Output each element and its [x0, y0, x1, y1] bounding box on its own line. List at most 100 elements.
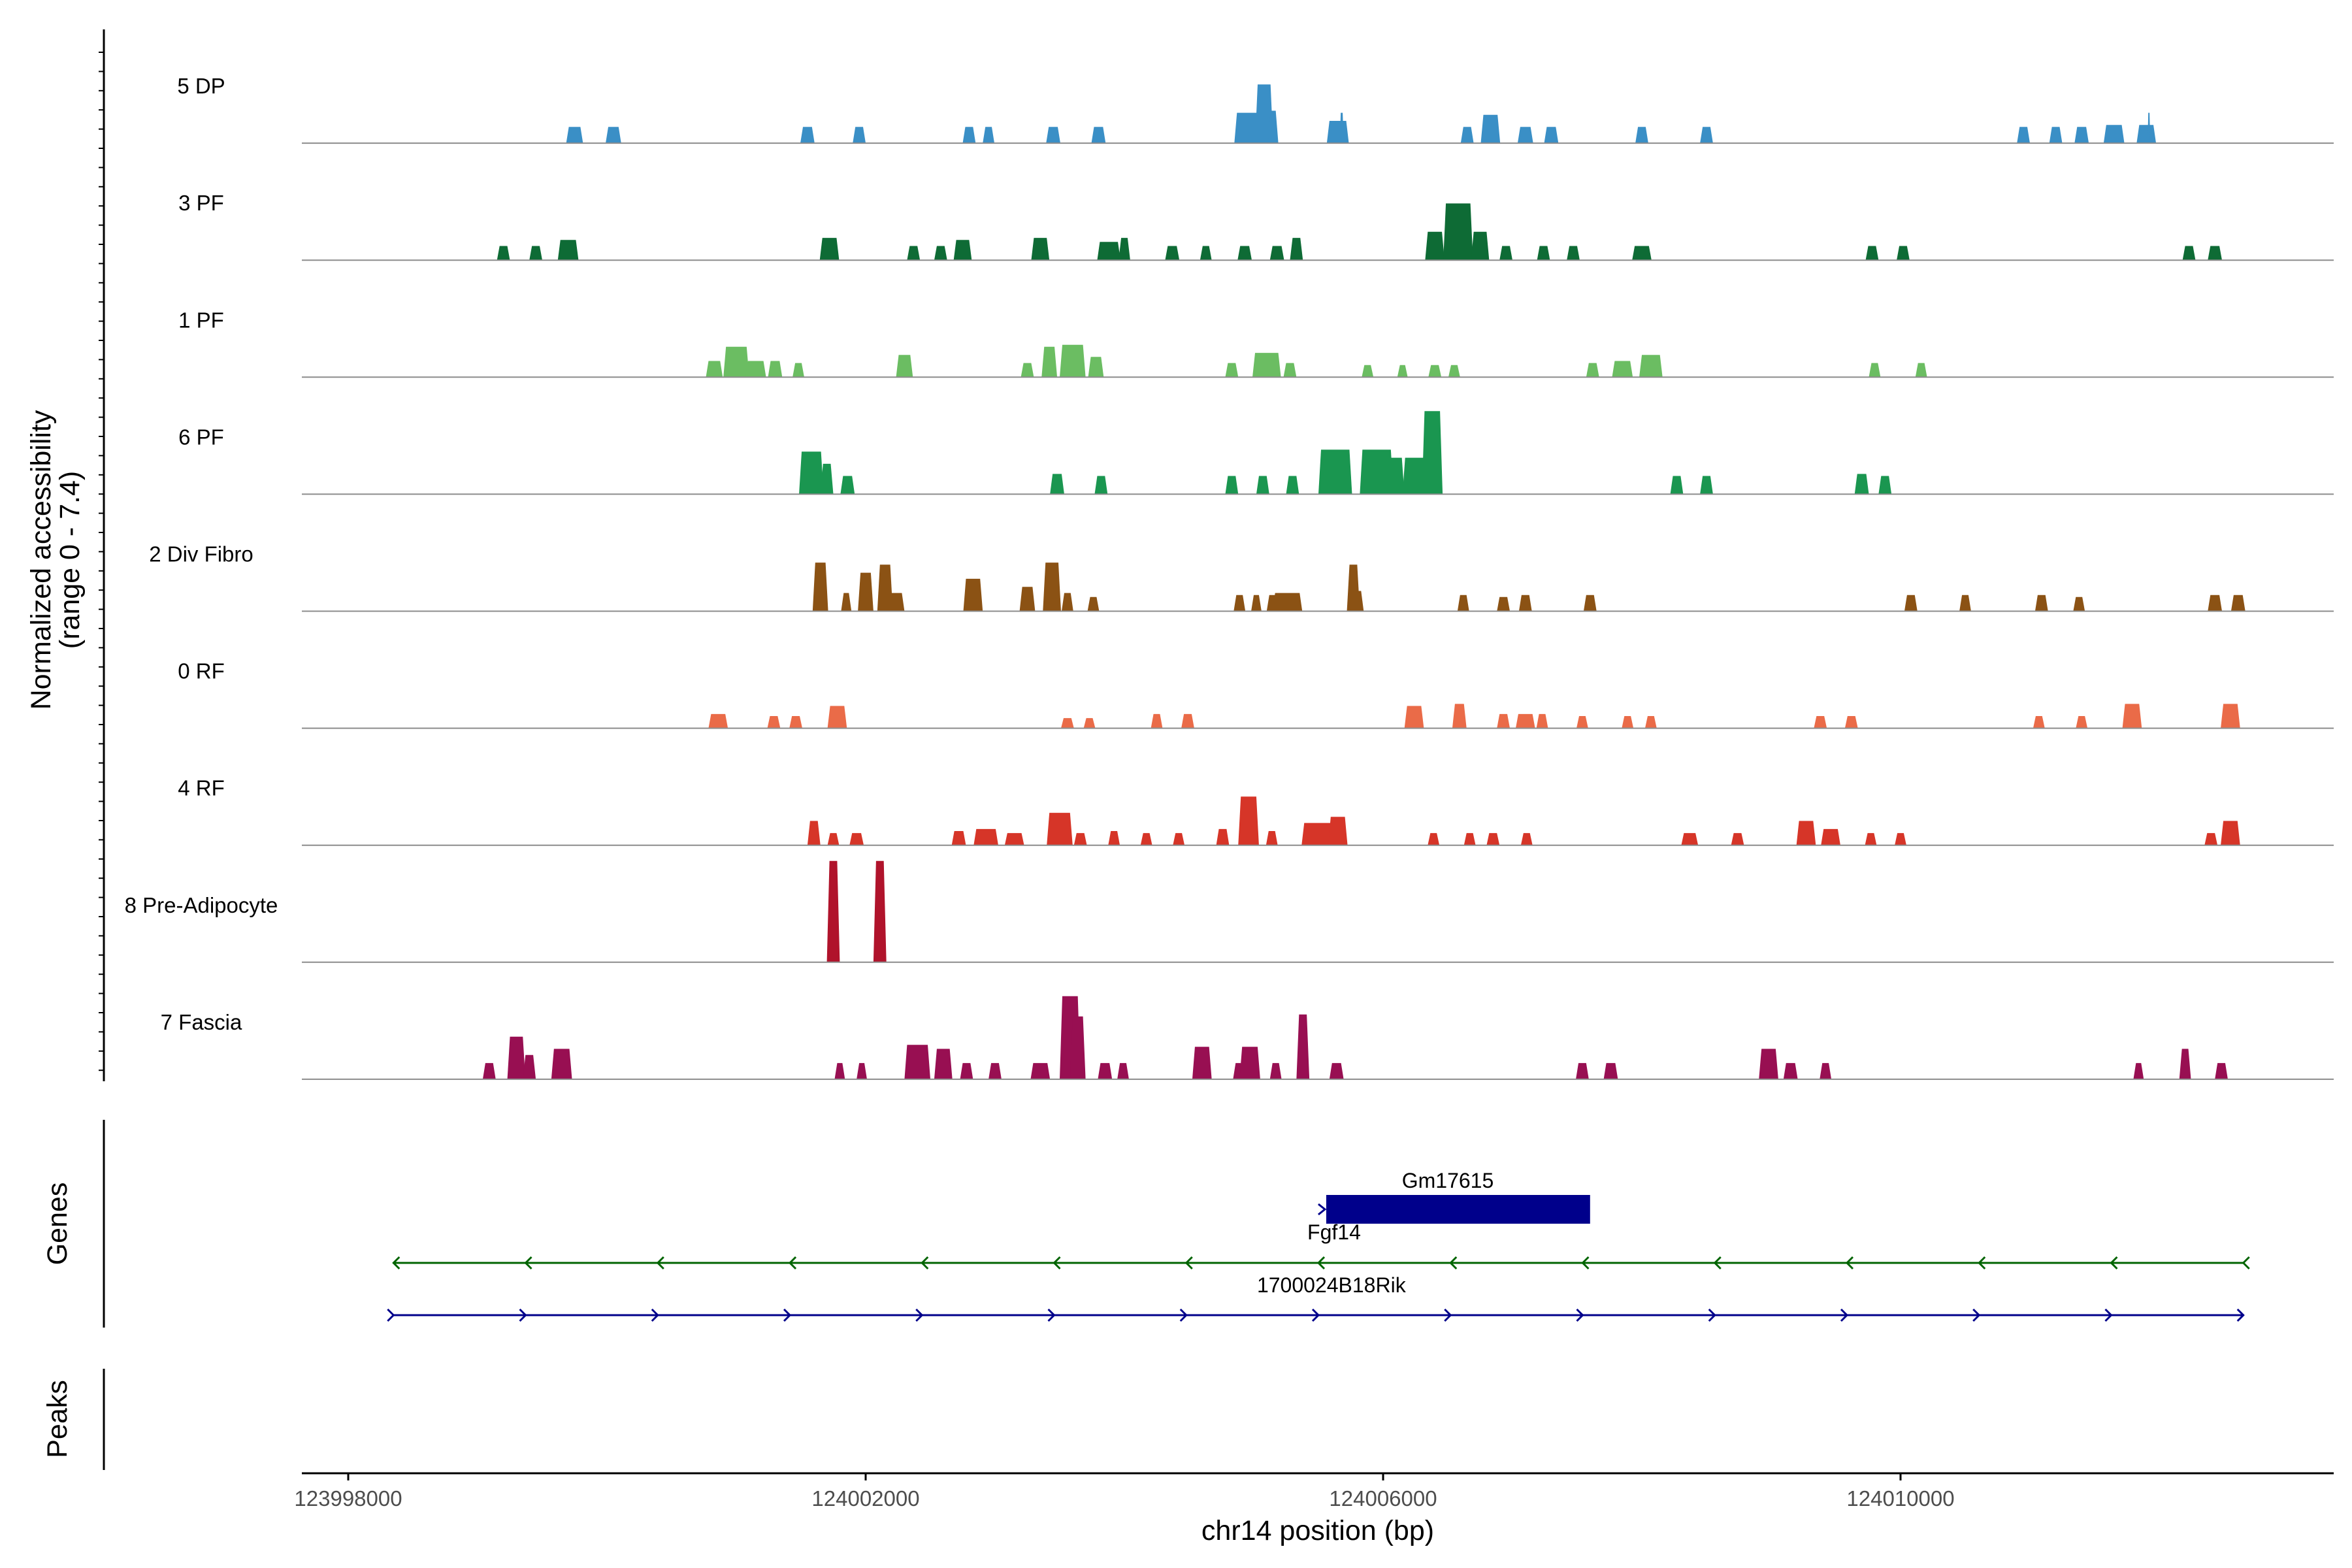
coverage-peak: [1290, 238, 1303, 261]
coverage-peak: [934, 1049, 953, 1079]
x-axis-title: chr14 position (bp): [1201, 1515, 1434, 1546]
coverage-peak: [1457, 595, 1469, 612]
coverage-peak: [1061, 593, 1073, 612]
strand-arrow: [1179, 1308, 1188, 1322]
coverage-peak: [1397, 365, 1408, 378]
x-tick-label: 123998000: [294, 1486, 402, 1511]
coverage-peak: [706, 361, 723, 378]
coverage-peak: [2215, 1063, 2228, 1079]
coverage-peak: [1050, 474, 1064, 495]
coverage-peak: [789, 716, 802, 728]
coverage-peak: [1497, 596, 1511, 612]
coverage-peak: [1266, 595, 1280, 612]
coverage-peak: [507, 1036, 526, 1079]
coverage-peak: [1237, 246, 1252, 261]
coverage-peak: [1536, 713, 1548, 728]
gene-label: 1700024B18Rik: [1257, 1273, 1407, 1297]
coverage-peak: [2033, 716, 2045, 728]
gene-fgf14: Fgf14: [392, 1220, 2250, 1270]
track-3-pf: 3 PF: [178, 191, 2334, 261]
coverage-peak: [1151, 713, 1163, 728]
coverage-peak: [1098, 1063, 1113, 1079]
strand-arrow: [1972, 1308, 1981, 1322]
coverage-peak: [1362, 365, 1374, 378]
peaks-panel-label: Peaks: [42, 1380, 73, 1458]
strand-arrow: [1316, 1256, 1326, 1270]
coverage-peak: [934, 246, 947, 261]
coverage-peak: [799, 451, 824, 495]
coverage-peak: [1632, 246, 1652, 261]
coverage-peak: [1603, 1063, 1618, 1079]
track-8-pre-adipocyte: 8 Pre-Adipocyte: [125, 860, 2334, 963]
coverage-peak: [1091, 127, 1106, 144]
track-label: 0 RF: [178, 659, 225, 683]
coverage-peak: [1486, 833, 1500, 845]
coverage-peak: [1387, 457, 1405, 495]
coverage-peak: [1821, 828, 1840, 845]
coverage-peak: [1583, 595, 1597, 612]
gene-gm17615: Gm17615: [1318, 1169, 1590, 1224]
coverage-peak: [1021, 363, 1034, 378]
coverage-peak: [2208, 595, 2223, 612]
coverage-peak: [1537, 246, 1550, 261]
coverage-peak: [1200, 246, 1212, 261]
coverage-peak: [1031, 238, 1050, 261]
track-2-div-fibro: 2 Div Fibro: [149, 542, 2334, 612]
coverage-peak: [951, 831, 966, 845]
coverage-peak: [523, 1054, 536, 1079]
gene-1700024b18rik: 1700024B18Rik: [387, 1273, 2245, 1322]
coverage-peak: [1480, 114, 1501, 144]
gene-exon-block: [1326, 1195, 1590, 1224]
coverage-peak: [2221, 704, 2240, 728]
gene-label: Gm17615: [1402, 1169, 1494, 1192]
coverage-peak: [1402, 457, 1429, 495]
coverage-peak: [1854, 474, 1869, 495]
track-label: 2 Div Fibro: [149, 542, 253, 566]
coverage-peak: [1266, 831, 1278, 845]
coverage-peak: [1360, 449, 1394, 495]
coverage-peak: [745, 361, 766, 378]
coverage-peak: [1452, 704, 1467, 728]
strand-arrow: [1840, 1308, 1849, 1322]
coverage-peak: [1216, 828, 1230, 845]
coverage-tracks: 5 DP 3 PF 1 PF 6 PF 2 Div Fibro 0 RF 4 RF 8 Pre…: [125, 74, 2334, 1080]
x-tick-label: 124010000: [1846, 1486, 1954, 1511]
coverage-peak: [1296, 1014, 1310, 1079]
coverage-peak: [1097, 242, 1121, 261]
coverage-peak: [1865, 833, 1877, 845]
strand-arrow: [1318, 1203, 1327, 1216]
coverage-peak: [1869, 363, 1881, 378]
coverage-peak: [1759, 1049, 1778, 1079]
strand-arrow: [1978, 1256, 1986, 1270]
coverage-peak: [1897, 246, 1910, 261]
coverage-peak: [1269, 246, 1284, 261]
coverage-peak: [1238, 796, 1259, 845]
coverage-peak: [1326, 121, 1349, 144]
track-label: 7 Fascia: [161, 1010, 242, 1034]
coverage-peak: [826, 860, 840, 962]
track-6-pf: 6 PF: [178, 411, 2334, 495]
coverage-peak: [1233, 595, 1246, 612]
x-tick-label: 124002000: [811, 1486, 919, 1511]
coverage-peak: [1639, 355, 1663, 378]
coverage-peak: [841, 593, 852, 612]
strand-arrow: [2242, 1256, 2250, 1270]
coverage-peak: [1518, 595, 1532, 612]
coverage-peak: [1254, 84, 1273, 144]
strand-arrow: [2110, 1256, 2118, 1270]
coverage-peak: [1644, 716, 1657, 728]
coverage-peak: [953, 240, 972, 261]
coverage-peak: [1428, 833, 1440, 845]
genes-panel-label: Genes: [42, 1183, 73, 1266]
track-7-fascia: 7 Fascia: [161, 996, 2334, 1080]
y-axis-title-line1: Normalized accessibility: [25, 410, 57, 710]
coverage-peak: [2133, 1063, 2144, 1079]
coverage-peak: [1422, 411, 1443, 495]
coverage-peak: [1567, 246, 1580, 261]
coverage-peak: [1088, 357, 1104, 378]
coverage-peak: [1070, 1016, 1086, 1079]
coverage-peak: [768, 361, 783, 378]
coverage-y-ticks: [99, 52, 104, 1071]
track-0-rf: 0 RF: [178, 659, 2334, 729]
